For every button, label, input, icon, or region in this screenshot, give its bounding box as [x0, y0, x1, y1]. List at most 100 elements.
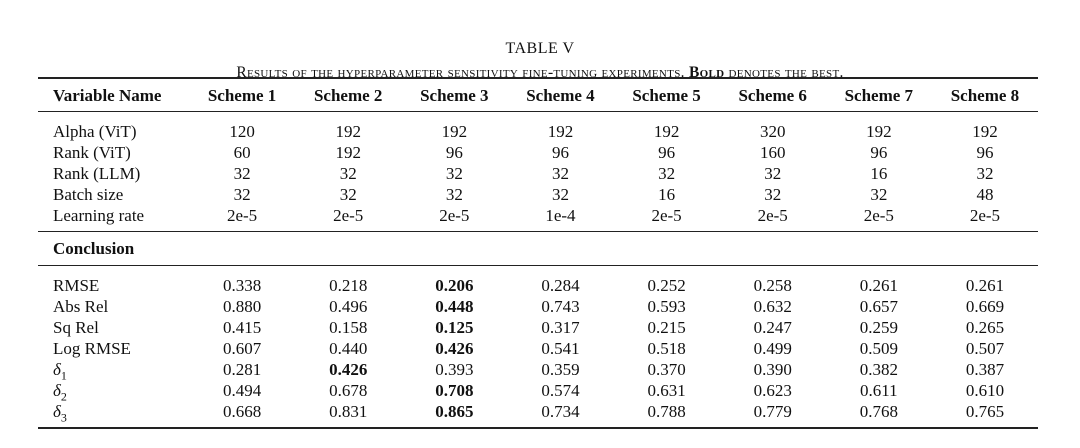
- value-cell: 0.632: [753, 297, 792, 316]
- value-cell: 160: [759, 143, 786, 162]
- table-row: Alpha (ViT) 120 192 192 192 192 320 192 192: [38, 112, 1038, 143]
- value-cell: 0.768: [859, 402, 898, 421]
- value-cell: 32: [445, 185, 463, 204]
- table-row: RMSE 0.338 0.218 0.206 0.284 0.252 0.258 0.261 0…: [38, 266, 1038, 297]
- row-label-text: Sq Rel: [53, 318, 99, 337]
- value-cell: 0.218: [329, 276, 368, 295]
- value-cell: 2e-5: [969, 206, 1001, 225]
- best-value-cell: 0.865: [435, 402, 474, 421]
- value-cell: 0.281: [222, 360, 262, 379]
- header-scheme-1: Scheme 1: [207, 85, 277, 105]
- value-cell: 0.743: [541, 297, 580, 316]
- value-cell: 192: [866, 122, 892, 141]
- value-cell: 0.265: [965, 318, 1005, 337]
- table-row: δ1 0.281 0.426 0.393 0.359 0.370 0.390 0.382 0.3…: [38, 359, 1038, 383]
- value-cell: 0.258: [753, 276, 792, 295]
- value-cell: 0.779: [753, 402, 792, 421]
- value-cell: 32: [551, 164, 569, 183]
- value-cell: 0.574: [541, 381, 580, 400]
- row-label-text: Learning rate: [53, 206, 145, 225]
- value-cell: 0.370: [647, 360, 686, 379]
- header-scheme-7: Scheme 7: [844, 85, 914, 105]
- row-label-text: Alpha (ViT): [53, 122, 137, 141]
- row-label: Rank (ViT): [38, 142, 189, 163]
- value-cell: 32: [870, 185, 888, 204]
- value-cell: 32: [339, 164, 357, 183]
- header-scheme-3: Scheme 3: [420, 85, 489, 105]
- value-cell: 0.284: [541, 276, 580, 295]
- value-cell: 0.382: [859, 360, 898, 379]
- value-cell: 32: [764, 164, 782, 183]
- value-cell: 0.440: [329, 339, 368, 358]
- header-scheme-2: Scheme 2: [313, 85, 383, 105]
- best-value-cell: 0.708: [435, 381, 474, 400]
- value-cell: 32: [658, 164, 676, 183]
- header-scheme-8: Scheme 8: [950, 85, 1020, 105]
- row-label: Sq Rel: [38, 317, 189, 338]
- table-row: Log RMSE 0.607 0.440 0.426 0.541 0.518 0.499 0.…: [38, 338, 1038, 359]
- value-cell: 0.734: [541, 402, 580, 421]
- value-cell: 0.158: [329, 318, 368, 337]
- section-row: Conclusion: [38, 231, 1038, 266]
- table-title: TABLE V: [505, 40, 575, 57]
- value-cell: 0.880: [222, 297, 262, 316]
- value-cell: 0.261: [859, 276, 898, 295]
- value-cell: 0.607: [222, 339, 262, 358]
- caption-text: Results of the hyperparameter sensitivit…: [236, 64, 689, 81]
- value-cell: 96: [551, 143, 569, 162]
- header-scheme-6: Scheme 6: [738, 85, 807, 105]
- value-cell: 2e-5: [651, 206, 682, 225]
- row-label: Log RMSE: [38, 338, 189, 359]
- row-label-subscript: 2: [60, 389, 67, 404]
- value-cell: 0.631: [647, 381, 686, 400]
- row-label-text: RMSE: [53, 276, 100, 295]
- row-label-subscript: 1: [60, 368, 67, 383]
- value-cell: 0.359: [541, 360, 580, 379]
- table-row: Abs Rel 0.880 0.496 0.448 0.743 0.593 0.632 0.6…: [38, 296, 1038, 317]
- table-row: Rank (LLM) 32 32 32 32 32 32 16 32: [38, 163, 1038, 184]
- row-label-text: Rank (ViT): [53, 143, 131, 162]
- value-cell: 0.507: [965, 339, 1005, 358]
- row-label: Learning rate: [38, 205, 189, 232]
- value-cell: 0.788: [647, 402, 686, 421]
- value-cell: 0.494: [222, 381, 262, 400]
- value-cell: 32: [339, 185, 357, 204]
- table-row: Sq Rel 0.415 0.158 0.125 0.317 0.215 0.247 0.25…: [38, 317, 1038, 338]
- row-label-text: Rank (LLM): [53, 164, 141, 183]
- header-row: Variable Name Scheme 1 Scheme 2 Scheme 3 Sch…: [38, 78, 1038, 112]
- row-label: RMSE: [38, 266, 189, 297]
- row-label-text: Abs Rel: [53, 297, 109, 316]
- value-cell: 0.252: [647, 276, 686, 295]
- value-cell: 0.247: [753, 318, 792, 337]
- value-cell: 192: [335, 143, 361, 162]
- value-cell: 192: [335, 122, 361, 141]
- row-label: δ3: [38, 401, 189, 428]
- caption-bold: Bold: [688, 64, 725, 81]
- row-label-text: Log RMSE: [53, 339, 131, 358]
- table-row: Rank (ViT) 60 192 96 96 96 160 96 96: [38, 142, 1038, 163]
- row-label: δ1: [38, 359, 189, 383]
- value-cell: 0.499: [753, 339, 792, 358]
- row-label-subscript: 3: [60, 410, 67, 425]
- value-cell: 0.387: [965, 360, 1005, 379]
- value-cell: 32: [551, 185, 569, 204]
- best-value-cell: 0.426: [435, 339, 474, 358]
- value-cell: 32: [445, 164, 463, 183]
- value-cell: 96: [870, 143, 888, 162]
- row-label-text: Batch size: [53, 185, 124, 204]
- table-row: δ2 0.494 0.678 0.708 0.574 0.631 0.623 0.611 0.6…: [38, 380, 1038, 404]
- value-cell: 0.496: [329, 297, 368, 316]
- caption-text-end: denotes the best.: [724, 64, 844, 81]
- value-cell: 0.390: [753, 360, 792, 379]
- value-cell: 60: [233, 143, 251, 162]
- value-cell: 16: [658, 185, 676, 204]
- value-cell: 0.541: [541, 339, 580, 358]
- section-label: Conclusion: [53, 239, 135, 258]
- value-cell: 0.668: [222, 402, 262, 421]
- table-caption: Results of the hyperparameter sensitivit…: [0, 64, 1080, 82]
- value-cell: 16: [870, 164, 888, 183]
- value-cell: 48: [976, 185, 994, 204]
- best-value-cell: 0.206: [435, 276, 474, 295]
- row-label: Batch size: [38, 184, 189, 205]
- value-cell: 0.593: [647, 297, 686, 316]
